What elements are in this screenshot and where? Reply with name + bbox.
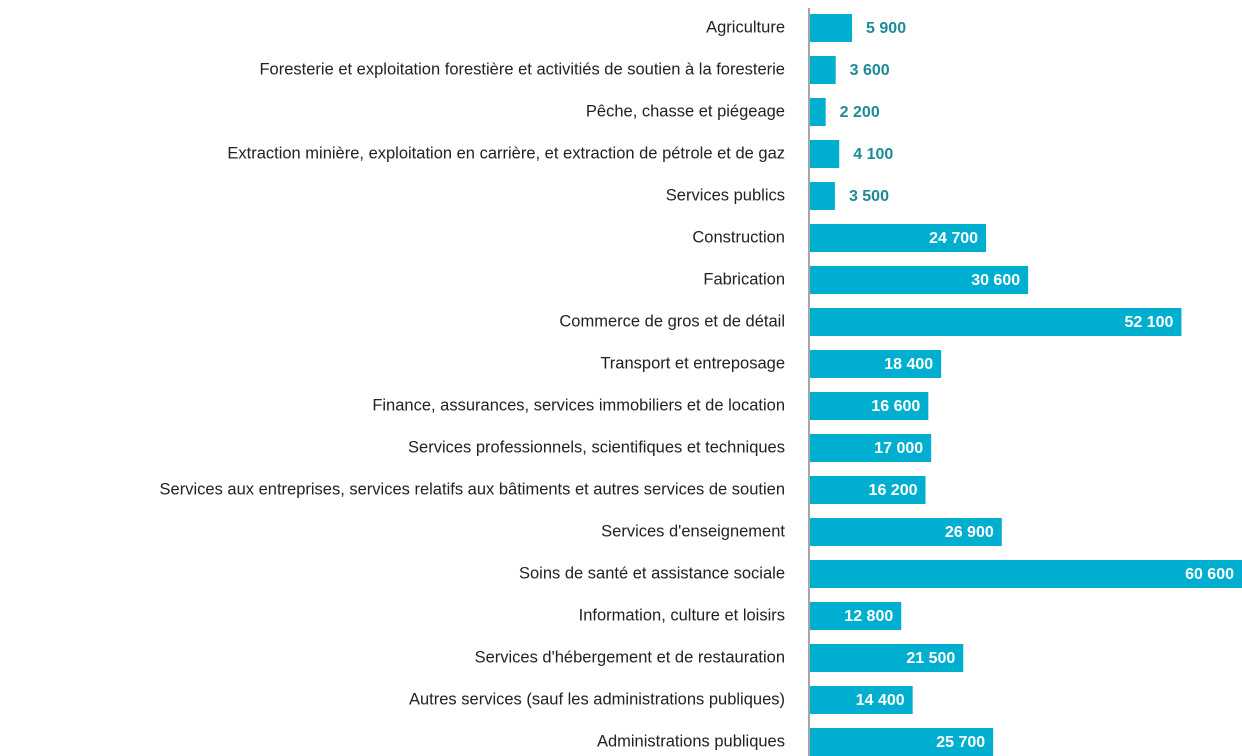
value-label: 18 400 (884, 356, 933, 373)
value-label: 5 900 (866, 20, 906, 37)
bar (810, 224, 987, 252)
category-label: Fabrication (703, 270, 785, 288)
category-label: Commerce de gros et de détail (559, 312, 785, 330)
category-label: Services publics (666, 186, 785, 204)
bar (810, 728, 994, 756)
value-label: 4 100 (853, 146, 893, 163)
value-label: 17 000 (874, 440, 923, 457)
value-label: 2 200 (840, 104, 880, 121)
bar (810, 266, 1029, 294)
category-label: Services d'hébergement et de restauratio… (475, 648, 785, 666)
category-label: Administrations publiques (597, 732, 785, 750)
bar (810, 14, 853, 42)
category-label: Transport et entreposage (600, 354, 785, 372)
bar (810, 644, 964, 672)
category-label: Foresterie et exploitation forestière et… (259, 60, 785, 78)
category-label: Extraction minière, exploitation en carr… (227, 144, 785, 162)
bar (810, 182, 835, 210)
category-label: Services d'enseignement (601, 522, 785, 540)
category-label: Autres services (sauf les administration… (409, 690, 785, 708)
value-label: 3 500 (849, 188, 889, 205)
category-label: Agriculture (706, 18, 785, 36)
value-label: 25 700 (936, 734, 985, 751)
value-label: 60 600 (1185, 566, 1234, 583)
category-label: Services aux entreprises, services relat… (160, 480, 785, 498)
bar (810, 98, 826, 126)
value-label: 16 200 (869, 482, 918, 499)
bar (810, 140, 840, 168)
bar (810, 686, 913, 714)
value-label: 24 700 (929, 230, 978, 247)
category-label: Soins de santé et assistance sociale (519, 564, 785, 582)
bar (810, 560, 1242, 588)
value-label: 52 100 (1124, 314, 1173, 331)
category-label: Pêche, chasse et piégeage (586, 102, 785, 120)
bar (810, 434, 932, 462)
bar (810, 392, 929, 420)
value-label: 16 600 (871, 398, 920, 415)
bar (810, 56, 836, 84)
value-label: 14 400 (856, 692, 905, 709)
bar (810, 476, 926, 504)
category-label: Information, culture et loisirs (579, 606, 785, 624)
bar (810, 308, 1182, 336)
value-label: 30 600 (971, 272, 1020, 289)
category-label: Finance, assurances, services immobilier… (372, 396, 785, 414)
value-label: 12 800 (844, 608, 893, 625)
category-label: Construction (692, 228, 785, 246)
value-label: 26 900 (945, 524, 994, 541)
bar (810, 518, 1002, 546)
value-label: 21 500 (906, 650, 955, 667)
value-label: 3 600 (850, 62, 890, 79)
category-label: Services professionnels, scientifiques e… (408, 438, 785, 456)
bar (810, 602, 902, 630)
bar (810, 350, 942, 378)
